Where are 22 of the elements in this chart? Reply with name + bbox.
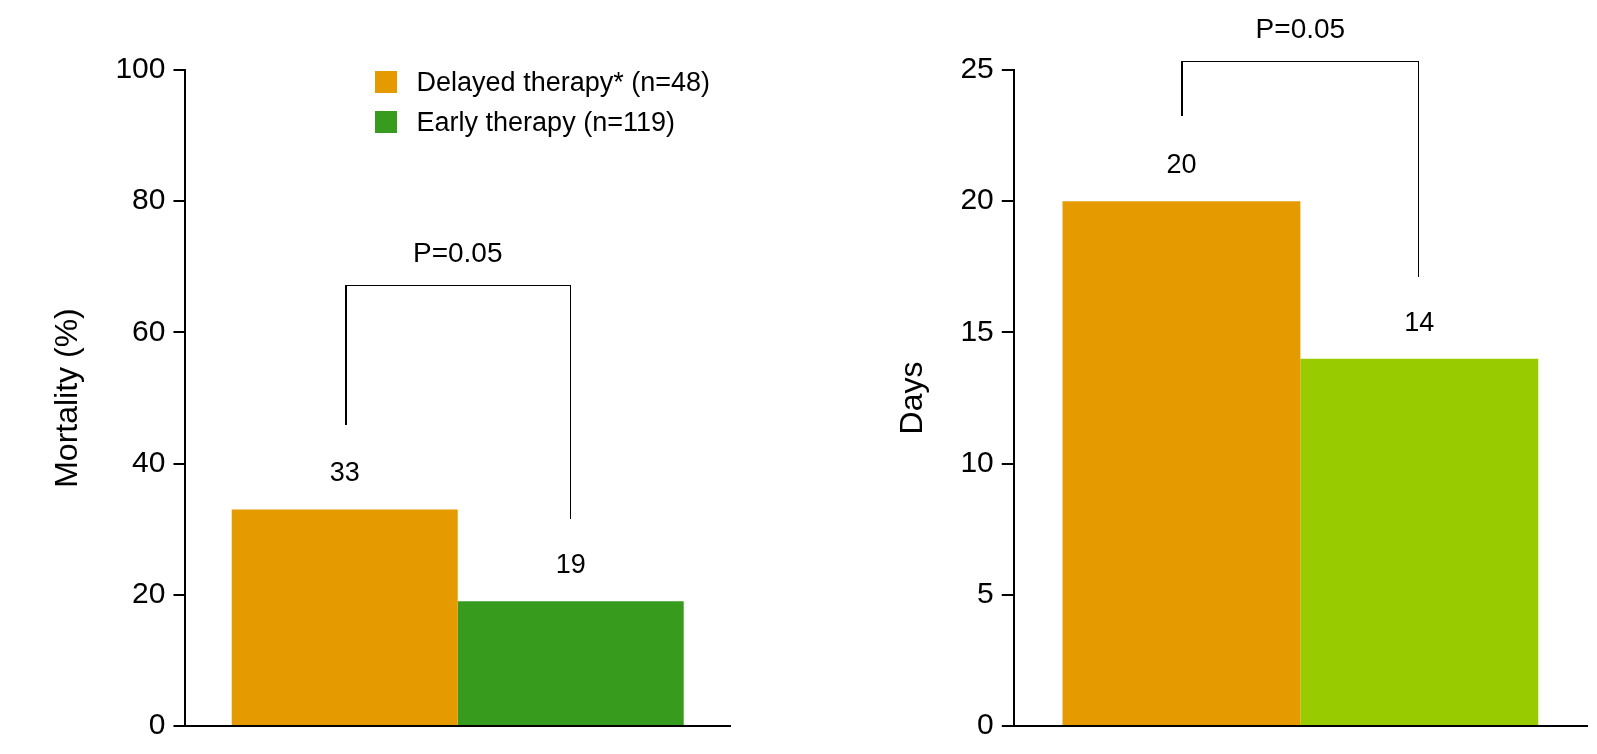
data-label: 14 bbox=[1404, 306, 1435, 337]
y-tick-label: 5 bbox=[977, 576, 994, 610]
y-tick-label: 40 bbox=[132, 444, 166, 478]
legend-label: Early therapy (n=119) bbox=[416, 107, 675, 137]
text: P=0.05 bbox=[1255, 13, 1346, 46]
y-tick-label: 80 bbox=[132, 182, 166, 216]
y-tick-label: 0 bbox=[977, 707, 994, 741]
data-label: 19 bbox=[555, 549, 586, 580]
y-tick-label: 20 bbox=[960, 182, 994, 216]
y-tick-label: 0 bbox=[148, 707, 166, 741]
y-axis-title: Mortality (%) bbox=[48, 308, 85, 488]
y-tick-label: 10 bbox=[960, 444, 994, 478]
y-tick-label: 20 bbox=[132, 576, 166, 610]
y-tick-label: 60 bbox=[132, 313, 166, 347]
annotation: P=0.05 bbox=[412, 236, 503, 269]
legend-label: Delayed therapy* (n=48) bbox=[416, 67, 710, 97]
y-axis-title: Days bbox=[893, 361, 930, 435]
y-tick-label: 25 bbox=[960, 51, 994, 85]
data-label: 33 bbox=[329, 457, 360, 488]
data-label: 20 bbox=[1166, 149, 1197, 180]
y-tick-label: 100 bbox=[115, 51, 166, 85]
y-tick-label: 15 bbox=[960, 313, 994, 347]
